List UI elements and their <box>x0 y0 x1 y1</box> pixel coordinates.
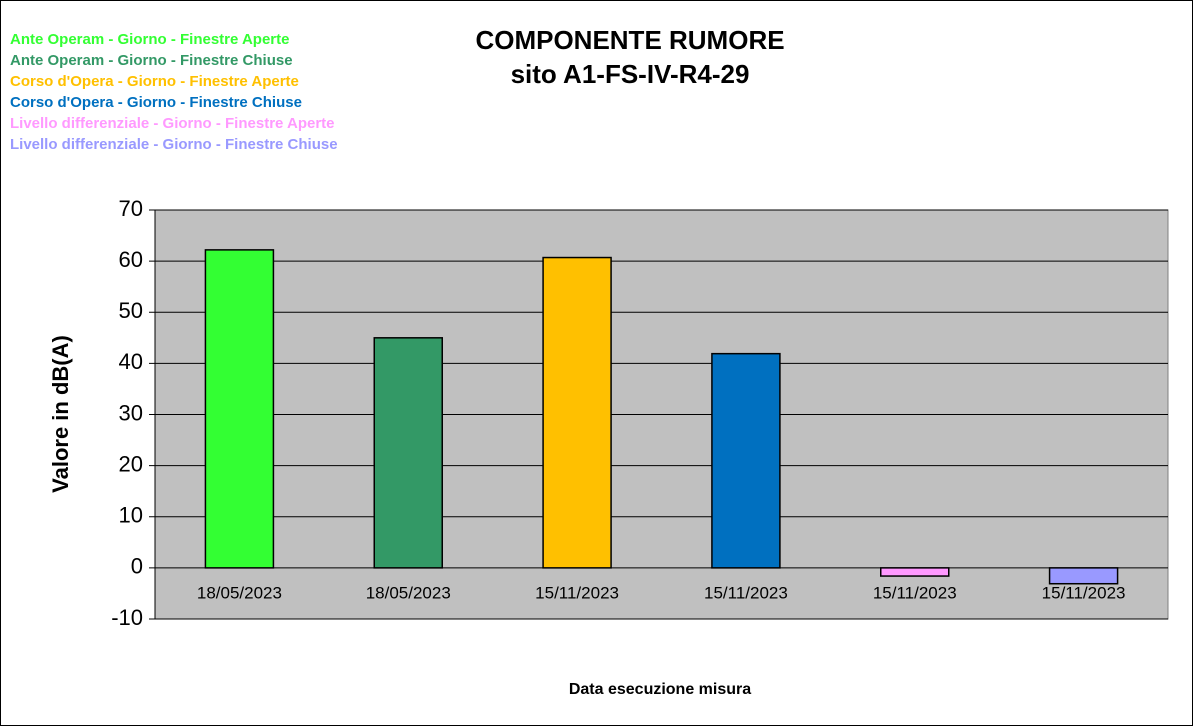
y-tick-label: 20 <box>119 451 143 476</box>
y-tick-label: 0 <box>131 554 143 579</box>
y-axis-label: Valore in dB(A) <box>48 335 73 493</box>
legend-entry: Livello differenziale - Giorno - Finestr… <box>10 136 338 153</box>
bar <box>1048 567 1119 585</box>
bar <box>204 249 275 569</box>
y-tick-label: 40 <box>119 349 143 374</box>
chart-title: COMPONENTE RUMORE <box>475 25 784 55</box>
legend-entry: Ante Operam - Giorno - Finestre Aperte <box>10 31 290 48</box>
x-tick-label: 15/11/2023 <box>1042 583 1126 602</box>
bar <box>373 337 443 569</box>
chart-subtitle: sito A1-FS-IV-R4-29 <box>511 59 750 89</box>
legend-entry: Corso d'Opera - Giorno - Finestre Aperte <box>10 73 299 90</box>
bar <box>542 256 612 569</box>
x-tick-label: 18/05/2023 <box>366 583 451 602</box>
y-tick-label: 10 <box>119 503 143 528</box>
y-tick-label: -10 <box>111 605 143 630</box>
x-axis-label: Data esecuzione misura <box>569 681 751 698</box>
bar <box>711 352 781 569</box>
y-tick-label: 30 <box>119 400 143 425</box>
legend-entry: Livello differenziale - Giorno - Finestr… <box>10 115 335 132</box>
legend-entry: Corso d'Opera - Giorno - Finestre Chiuse <box>10 94 302 111</box>
y-tick-label: 70 <box>119 196 143 221</box>
y-tick-label: 60 <box>119 247 143 272</box>
y-tick-label: 50 <box>119 298 143 323</box>
x-tick-label: 15/11/2023 <box>535 583 619 602</box>
x-tick-label: 15/11/2023 <box>704 583 788 602</box>
legend-entry: Ante Operam - Giorno - Finestre Chiuse <box>10 52 293 69</box>
x-tick-label: 15/11/2023 <box>873 583 957 602</box>
x-tick-label: 18/05/2023 <box>197 583 282 602</box>
bar <box>880 567 950 577</box>
